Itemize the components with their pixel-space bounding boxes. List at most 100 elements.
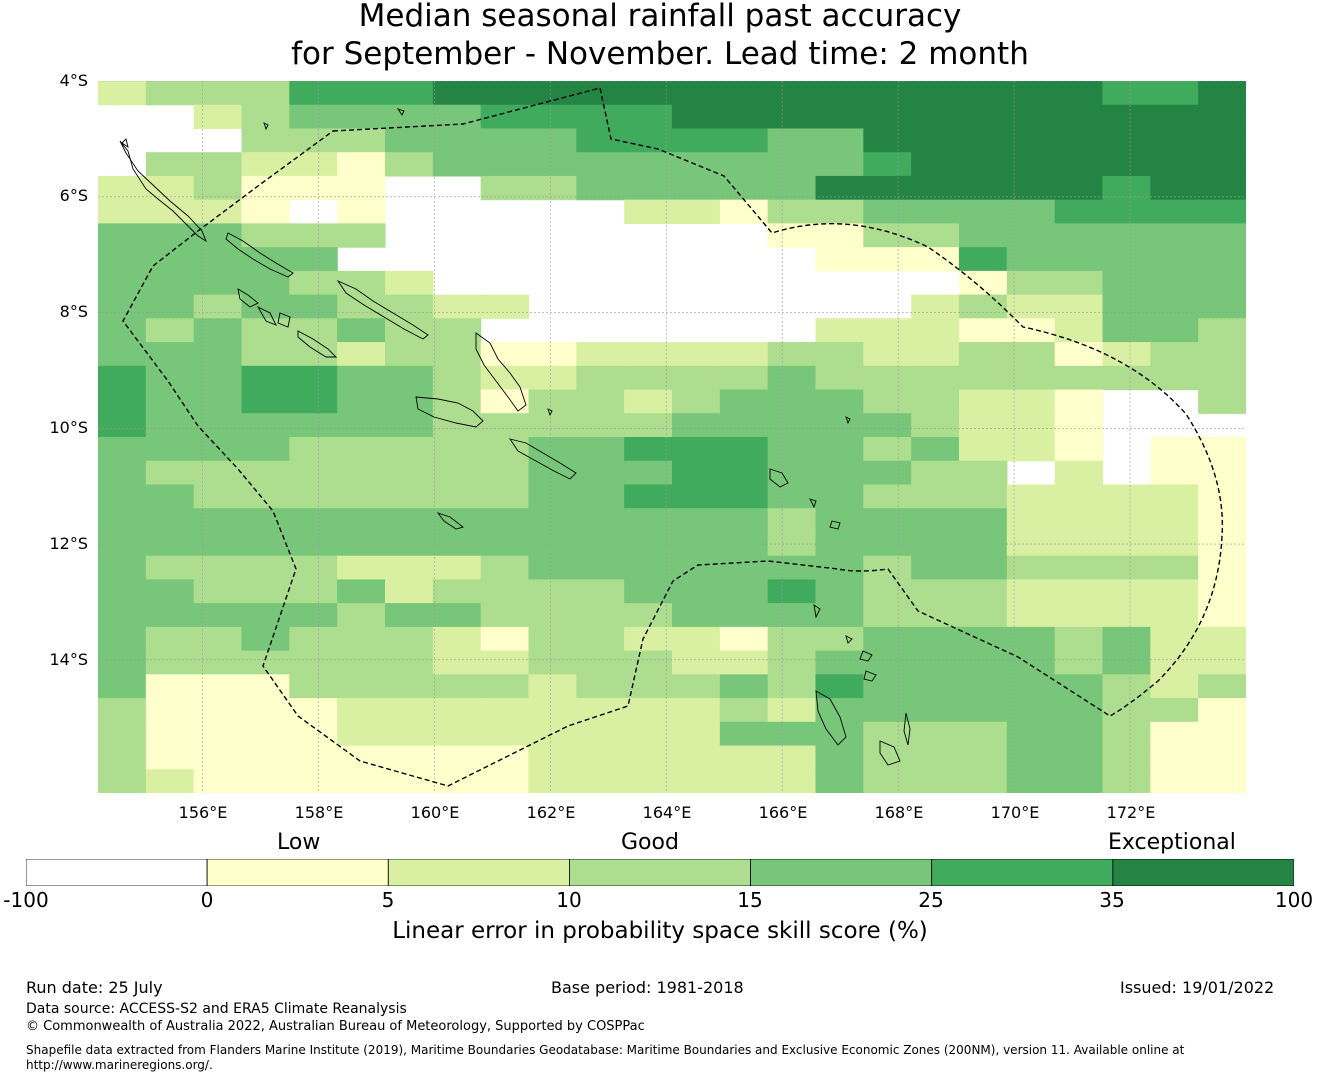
grid-cell (145, 270, 195, 296)
grid-cell (1102, 223, 1151, 248)
grid-cell (337, 508, 386, 533)
grid-cell (241, 531, 290, 557)
grid-cell (767, 437, 817, 462)
grid-cell (1006, 365, 1056, 391)
island-nukumanu (263, 122, 269, 131)
grid-cell (1054, 460, 1104, 486)
grid-cell (528, 508, 577, 533)
grid-cell (289, 413, 338, 438)
grid-cell (1150, 270, 1199, 296)
grid-cell (337, 104, 386, 130)
grid-cell (385, 674, 434, 699)
grid-cell (1198, 199, 1246, 224)
grid-cell (1102, 175, 1151, 201)
grid-cell (624, 650, 673, 675)
grid-cell (672, 721, 721, 747)
grid-cell (815, 175, 864, 201)
lon-label: 162°E (526, 803, 576, 822)
grid-cell (337, 294, 386, 319)
grid-cell (241, 318, 290, 343)
grid-cell (863, 318, 912, 343)
coastlines (119, 108, 911, 766)
grid-cell (767, 199, 817, 224)
grid-cell (241, 698, 290, 723)
grid-cell (193, 175, 243, 201)
grid-cell (911, 318, 960, 343)
grid-cell (480, 413, 530, 438)
grid-cell (98, 579, 147, 604)
grid-cell (1198, 247, 1246, 272)
grid-cell (911, 342, 960, 367)
grid-cell (1054, 555, 1104, 580)
grid-cell (337, 555, 386, 580)
grid-cell (1102, 579, 1151, 604)
grid-cell (337, 769, 386, 793)
grid-cell (767, 389, 817, 414)
colorbar-tick: 35 (1099, 888, 1125, 912)
grid-cell (719, 152, 769, 177)
grid-cell (576, 603, 625, 628)
grid-cell (624, 769, 673, 793)
grid-cell (863, 365, 912, 391)
grid-cell (1150, 579, 1199, 604)
grid-cell (145, 223, 195, 248)
grid-cell (145, 365, 195, 391)
colorbar-segment (387, 859, 570, 886)
lon-label: 166°E (758, 803, 808, 822)
grid-cell (863, 152, 912, 177)
island-espiritu-santo (815, 690, 847, 746)
lat-label: 4°S (59, 71, 88, 90)
grid-cell (98, 508, 147, 533)
grid-cell (385, 555, 434, 580)
grid-cell (193, 223, 243, 248)
grid-cell (576, 721, 625, 747)
grid-cell (1102, 199, 1151, 224)
grid-cell (432, 437, 482, 462)
color-bar (26, 859, 1294, 886)
grid-cell (1198, 674, 1246, 699)
grid-cell (767, 603, 817, 628)
grid-cell (480, 460, 530, 486)
legend-category-exceptional: Exceptional (1108, 830, 1236, 855)
grid-cell (480, 579, 530, 604)
grid-cell (959, 603, 1008, 628)
grid-cell (576, 152, 625, 177)
grid-cell (1198, 484, 1246, 509)
grid-cell (528, 745, 577, 770)
grid-cell (1102, 342, 1151, 367)
grid-cell (576, 81, 625, 106)
grid-cell (1054, 389, 1104, 414)
grid-cell (1006, 247, 1056, 272)
grid-cell (289, 128, 338, 153)
grid-cell (719, 460, 769, 486)
grid-cell (193, 437, 243, 462)
island-pentecost (903, 712, 911, 746)
grid-cell (289, 745, 338, 770)
grid-cell (98, 223, 147, 248)
grid-cell (624, 437, 673, 462)
grid-cell (432, 698, 482, 723)
grid-cell (98, 484, 147, 509)
grid-cell (624, 128, 673, 153)
grid-cell (145, 413, 195, 438)
grid-cell (193, 199, 243, 224)
grid-cell (528, 674, 577, 699)
grid-cell (145, 342, 195, 367)
grid-cell (815, 769, 864, 793)
grid-cell (289, 437, 338, 462)
colorbar-segment (26, 859, 208, 886)
grid-cell (863, 81, 912, 106)
grid-cell (1054, 104, 1104, 130)
grid-cell (289, 342, 338, 367)
grid-cell (1198, 555, 1246, 580)
grid-cell (672, 389, 721, 414)
grid-cell (385, 745, 434, 770)
grid-cell (241, 603, 290, 628)
grid-cell (815, 460, 864, 486)
grid-cell (480, 365, 530, 391)
colorbar-tick: 100 (1274, 888, 1314, 912)
grid-cell (241, 626, 290, 652)
grid-cell (480, 342, 530, 367)
grid-cell (1006, 318, 1056, 343)
grid-cell (1054, 508, 1104, 533)
